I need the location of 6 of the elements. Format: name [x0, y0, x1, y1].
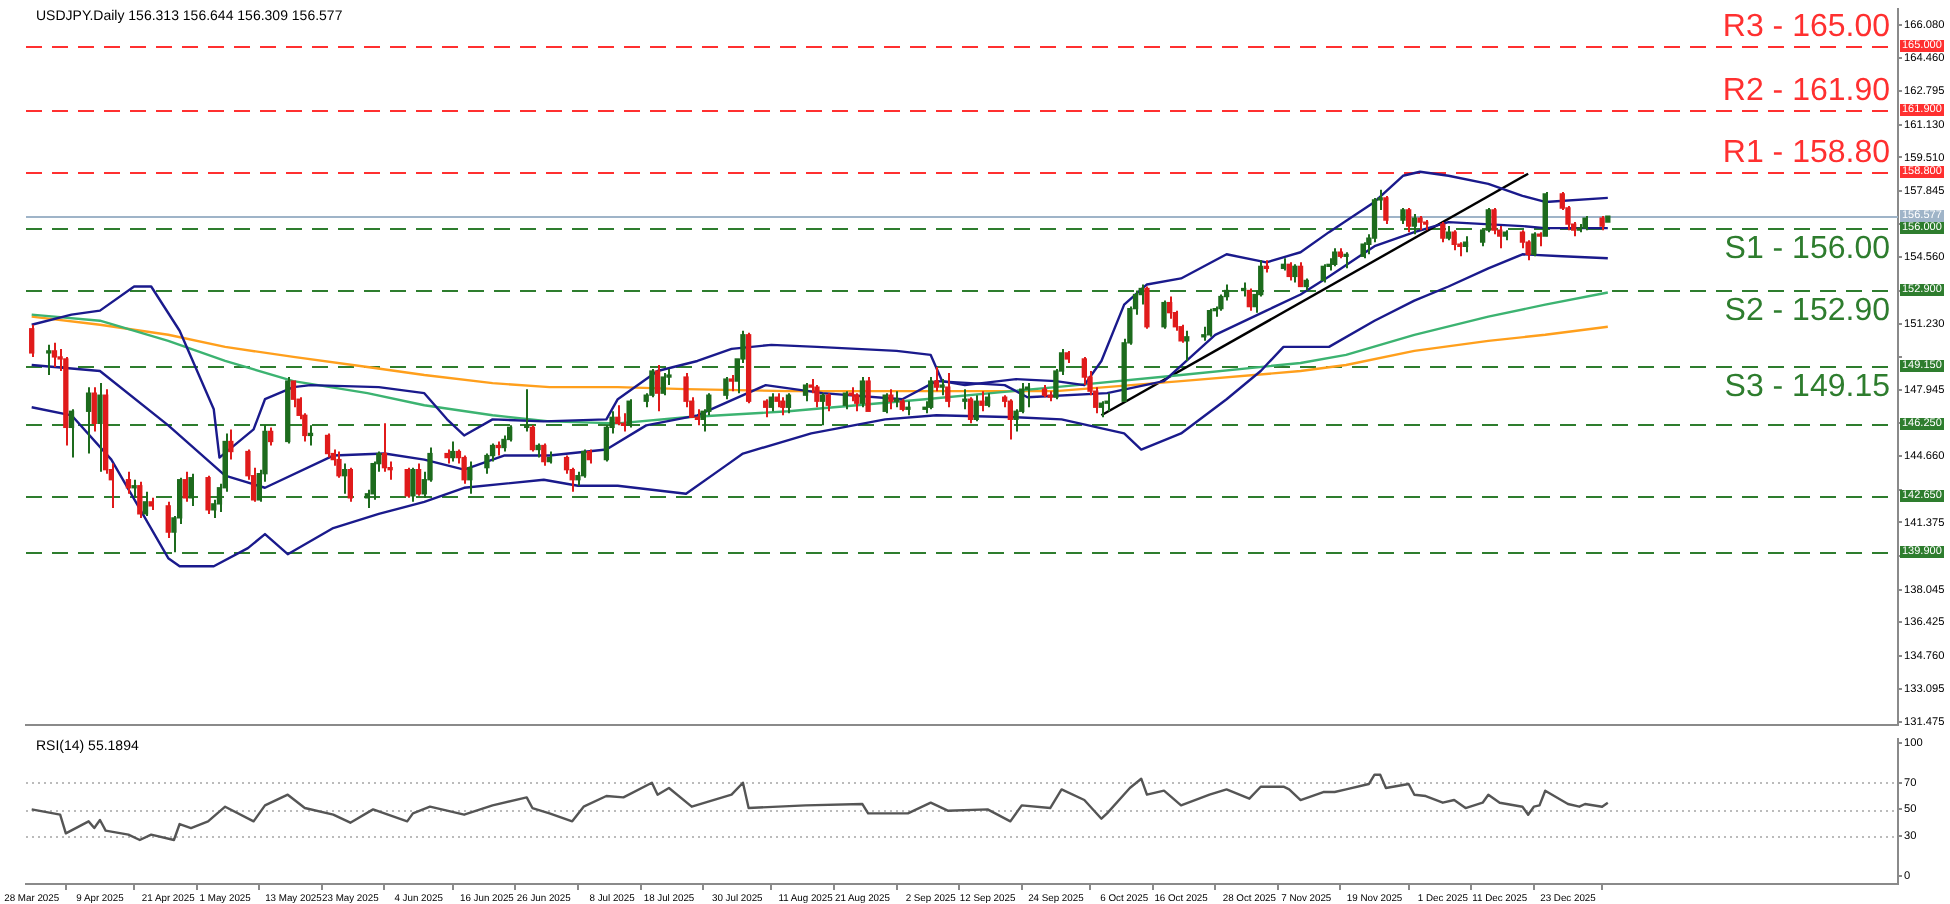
- annotation: R2 - 161.90: [1722, 73, 1890, 108]
- annotation: R1 - 158.80: [1722, 135, 1890, 170]
- annotation: R3 - 165.00: [1722, 10, 1890, 45]
- annotation: S2 - 152.90: [1724, 294, 1890, 329]
- annotation: S3 - 149.15: [1724, 369, 1890, 404]
- annotation: S1 - 156.00: [1724, 232, 1890, 267]
